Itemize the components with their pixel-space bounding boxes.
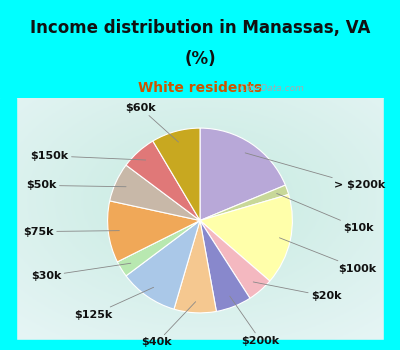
Text: $125k: $125k: [74, 287, 154, 320]
Wedge shape: [200, 185, 289, 220]
Wedge shape: [200, 220, 250, 312]
Text: City-Data.com: City-Data.com: [237, 84, 304, 93]
Wedge shape: [108, 201, 200, 262]
Text: $40k: $40k: [142, 302, 196, 348]
Text: $30k: $30k: [31, 263, 131, 281]
Text: White residents: White residents: [138, 80, 262, 94]
Text: $100k: $100k: [280, 238, 377, 274]
Wedge shape: [174, 220, 216, 313]
Wedge shape: [200, 220, 270, 298]
Text: $50k: $50k: [26, 180, 126, 190]
Text: $10k: $10k: [277, 194, 374, 233]
Wedge shape: [117, 220, 200, 276]
Bar: [384, 98, 400, 350]
Bar: [0, 98, 16, 350]
Wedge shape: [126, 141, 200, 220]
Text: Income distribution in Manassas, VA: Income distribution in Manassas, VA: [30, 19, 370, 37]
Bar: [0, 340, 400, 350]
Text: $20k: $20k: [253, 282, 341, 301]
Wedge shape: [110, 165, 200, 220]
Wedge shape: [153, 128, 200, 220]
Wedge shape: [126, 220, 200, 309]
Text: $200k: $200k: [230, 296, 280, 345]
Wedge shape: [200, 128, 285, 220]
Wedge shape: [200, 195, 292, 281]
Text: $75k: $75k: [24, 226, 119, 237]
Text: $60k: $60k: [125, 103, 178, 142]
Text: $150k: $150k: [31, 151, 146, 161]
Text: (%): (%): [184, 50, 216, 68]
Text: > $200k: > $200k: [245, 153, 385, 190]
